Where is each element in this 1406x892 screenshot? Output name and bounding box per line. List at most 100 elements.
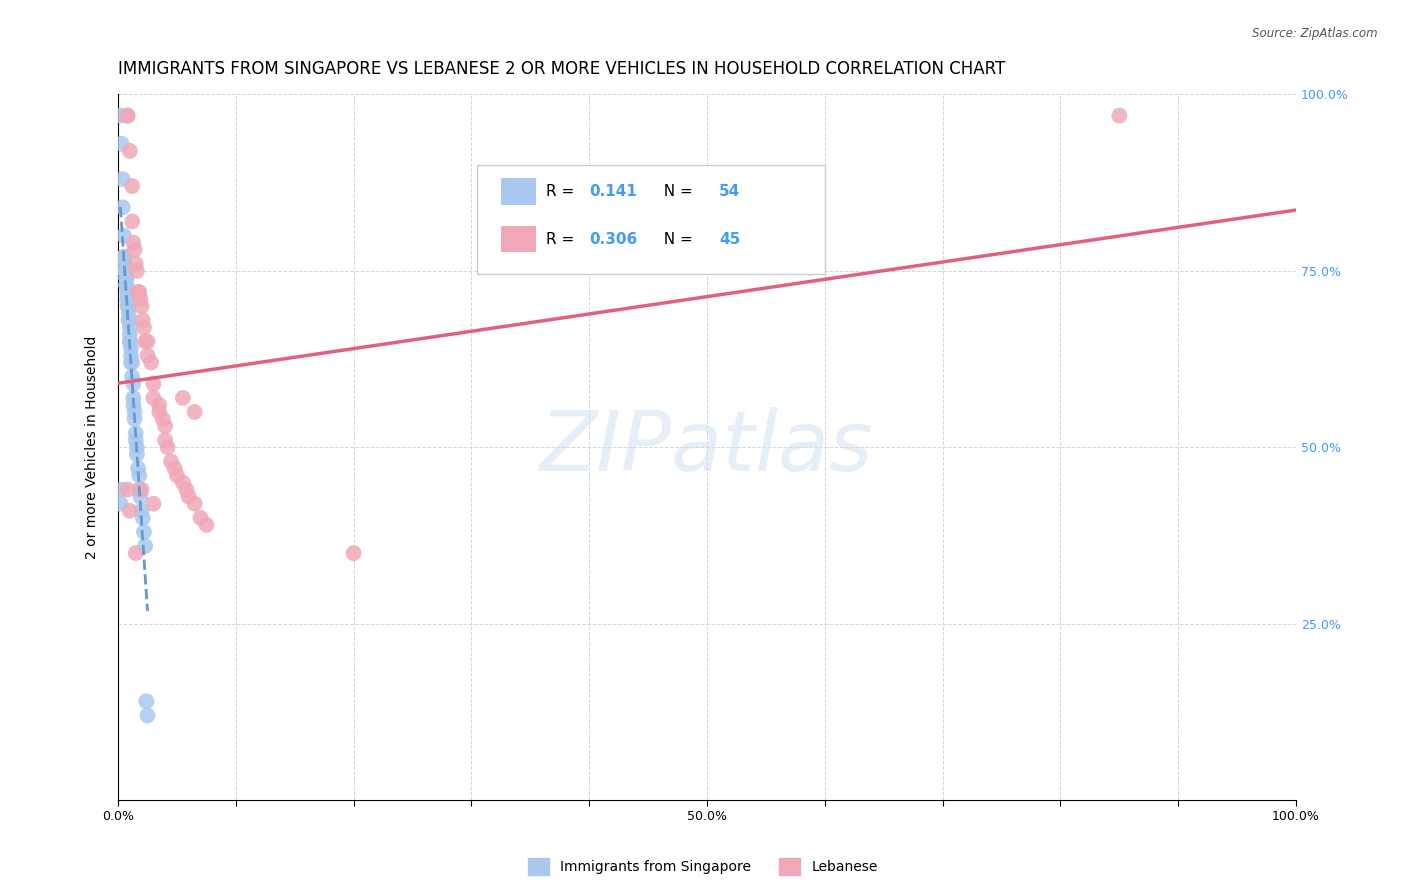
- Point: [136, 708, 159, 723]
- Point: [121, 214, 143, 228]
- Point: [118, 306, 141, 320]
- Point: [117, 292, 139, 306]
- Point: [118, 504, 141, 518]
- Point: [114, 264, 136, 278]
- Point: [163, 461, 186, 475]
- Text: ZIPatlas: ZIPatlas: [540, 407, 875, 488]
- Point: [131, 299, 153, 313]
- Point: [142, 391, 165, 405]
- Text: 0.306: 0.306: [589, 232, 637, 246]
- Text: R =: R =: [546, 232, 579, 246]
- Point: [115, 271, 138, 285]
- Point: [136, 349, 159, 363]
- Point: [177, 490, 200, 504]
- Point: [134, 334, 156, 349]
- Point: [195, 517, 218, 532]
- Point: [125, 264, 148, 278]
- Point: [110, 497, 132, 511]
- Point: [118, 320, 141, 334]
- Point: [132, 524, 155, 539]
- Point: [112, 250, 135, 264]
- Point: [115, 277, 138, 292]
- Point: [132, 313, 155, 327]
- Point: [132, 511, 155, 525]
- Point: [125, 440, 148, 454]
- Point: [127, 285, 149, 299]
- Point: [148, 405, 170, 419]
- Point: [118, 327, 141, 342]
- Point: [125, 546, 148, 560]
- Point: [117, 109, 139, 123]
- Point: [128, 483, 150, 497]
- Point: [120, 349, 142, 363]
- Point: [129, 292, 152, 306]
- Text: R =: R =: [546, 185, 579, 199]
- Point: [110, 109, 132, 123]
- Point: [117, 299, 139, 313]
- Point: [139, 355, 162, 369]
- Point: [124, 412, 146, 426]
- Point: [343, 546, 366, 560]
- Point: [152, 412, 174, 426]
- Text: 0.141: 0.141: [589, 185, 637, 199]
- Point: [125, 426, 148, 441]
- Point: [125, 257, 148, 271]
- Point: [112, 250, 135, 264]
- Point: [172, 391, 194, 405]
- Point: [117, 483, 139, 497]
- Point: [122, 398, 145, 412]
- Point: [111, 200, 134, 214]
- Point: [121, 369, 143, 384]
- Y-axis label: 2 or more Vehicles in Household: 2 or more Vehicles in Household: [86, 335, 100, 559]
- Point: [153, 433, 176, 447]
- Point: [131, 483, 153, 497]
- Text: Source: ZipAtlas.com: Source: ZipAtlas.com: [1253, 27, 1378, 40]
- Point: [117, 109, 139, 123]
- Point: [122, 235, 145, 250]
- Point: [118, 144, 141, 158]
- Point: [128, 468, 150, 483]
- Point: [118, 334, 141, 349]
- Point: [121, 179, 143, 194]
- Text: N =: N =: [654, 232, 697, 246]
- Text: 45: 45: [718, 232, 740, 246]
- FancyBboxPatch shape: [478, 165, 825, 275]
- Point: [115, 264, 138, 278]
- Point: [166, 468, 188, 483]
- Point: [176, 483, 198, 497]
- Point: [110, 483, 132, 497]
- Point: [111, 172, 134, 186]
- Text: 54: 54: [718, 185, 740, 199]
- Point: [118, 334, 141, 349]
- Point: [115, 277, 138, 292]
- Point: [118, 313, 141, 327]
- Point: [118, 313, 141, 327]
- Point: [121, 355, 143, 369]
- Point: [118, 299, 141, 313]
- Point: [183, 497, 205, 511]
- Point: [117, 285, 139, 299]
- Point: [160, 454, 183, 468]
- Point: [112, 228, 135, 243]
- Point: [153, 419, 176, 434]
- Point: [122, 376, 145, 391]
- Legend: Immigrants from Singapore, Lebanese: Immigrants from Singapore, Lebanese: [523, 853, 883, 880]
- Point: [156, 440, 179, 454]
- Point: [124, 243, 146, 257]
- Point: [1108, 109, 1130, 123]
- Point: [127, 461, 149, 475]
- FancyBboxPatch shape: [501, 226, 536, 252]
- Point: [134, 539, 156, 553]
- FancyBboxPatch shape: [501, 178, 536, 205]
- Point: [190, 511, 212, 525]
- Point: [136, 334, 159, 349]
- Point: [148, 398, 170, 412]
- Text: N =: N =: [654, 185, 697, 199]
- Point: [110, 136, 132, 151]
- Point: [132, 320, 155, 334]
- Point: [115, 271, 138, 285]
- Point: [183, 405, 205, 419]
- Point: [125, 433, 148, 447]
- Point: [117, 285, 139, 299]
- Point: [142, 497, 165, 511]
